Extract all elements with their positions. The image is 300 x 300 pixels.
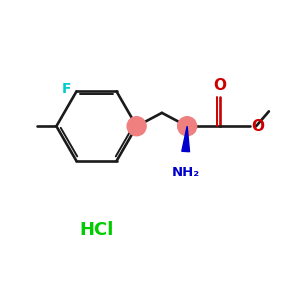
Circle shape <box>127 117 146 136</box>
Text: O: O <box>251 119 264 134</box>
Text: F: F <box>61 82 71 96</box>
Polygon shape <box>182 126 190 152</box>
Text: O: O <box>213 78 226 93</box>
Text: HCl: HCl <box>79 221 114 239</box>
Circle shape <box>178 117 197 136</box>
Text: NH₂: NH₂ <box>172 166 200 179</box>
